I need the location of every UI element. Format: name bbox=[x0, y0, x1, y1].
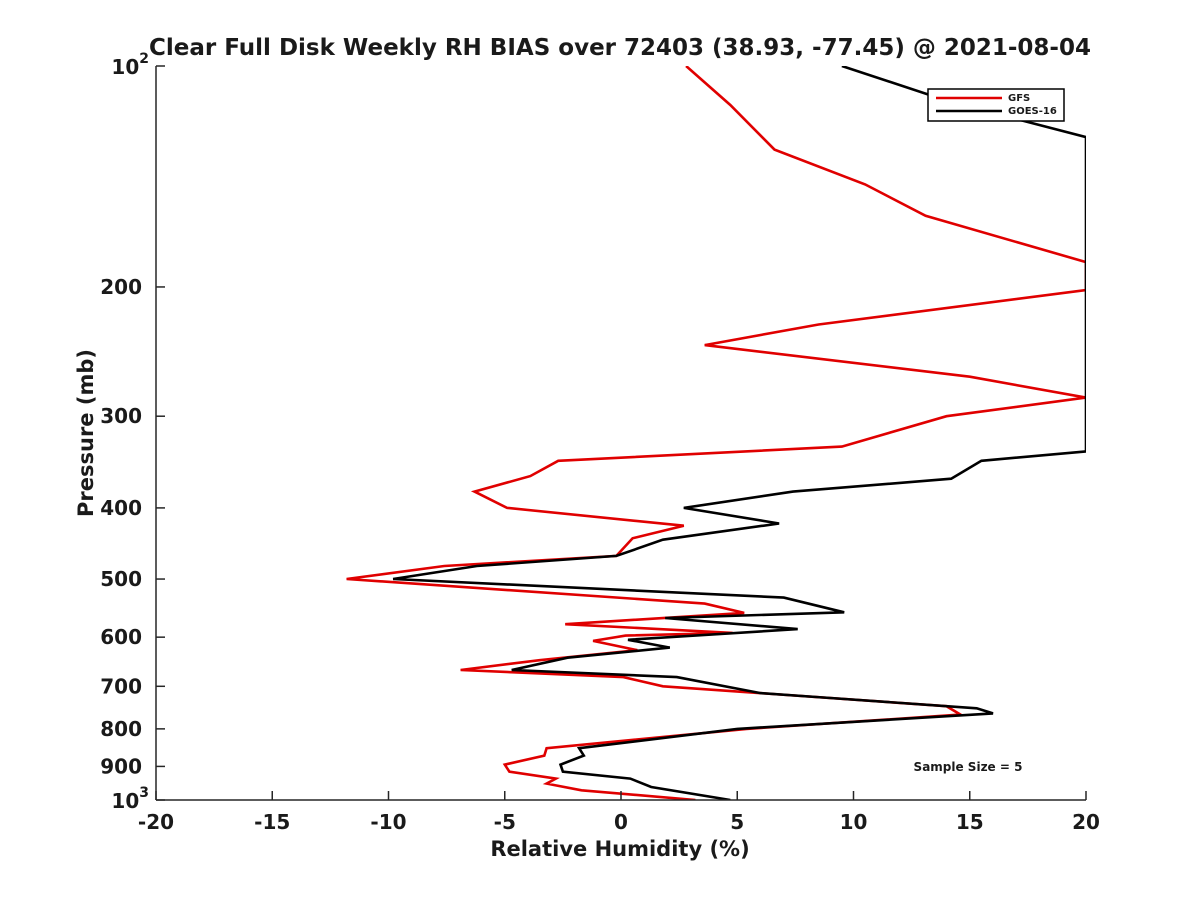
y-axis-label: Pressure (mb) bbox=[74, 349, 98, 517]
y-tick-label: 400 bbox=[100, 496, 142, 520]
series-line-gfs bbox=[346, 66, 1086, 800]
x-tick-label: 5 bbox=[730, 810, 744, 834]
y-tick-label: 900 bbox=[100, 754, 142, 778]
x-tick-label: 15 bbox=[956, 810, 984, 834]
series-line-goes-16 bbox=[392, 66, 1086, 800]
legend-label-goes16: GOES-16 bbox=[1008, 106, 1057, 117]
legend-box bbox=[927, 88, 1065, 122]
x-tick-label: 0 bbox=[614, 810, 628, 834]
chart-title: Clear Full Disk Weekly RH BIAS over 7240… bbox=[149, 35, 1091, 61]
legend-label-gfs: GFS bbox=[1008, 93, 1030, 104]
y-tick-label: 300 bbox=[100, 404, 142, 428]
series-layer bbox=[346, 66, 1086, 800]
x-tick-label: -15 bbox=[254, 810, 290, 834]
x-tick-label: -20 bbox=[138, 810, 174, 834]
y-tick-label: 700 bbox=[100, 674, 142, 698]
axes-layer: -20 -15 -10 -5 0 5 10 15 20 102 200 300 400 500 600 700… bbox=[100, 51, 1100, 834]
sample-size-annotation: Sample Size = 5 bbox=[914, 760, 1023, 774]
x-axis-label: Relative Humidity (%) bbox=[490, 837, 749, 861]
x-tick-label: -10 bbox=[370, 810, 406, 834]
x-tick-label: 10 bbox=[840, 810, 868, 834]
y-tick-label: 103 bbox=[111, 785, 149, 813]
y-tick-label: 500 bbox=[100, 567, 142, 591]
x-tick-label: -5 bbox=[494, 810, 516, 834]
legend: GFS GOES-16 bbox=[927, 88, 1065, 122]
y-tick-label: 800 bbox=[100, 717, 142, 741]
y-tick-label: 102 bbox=[111, 51, 149, 79]
x-tick-label: 20 bbox=[1072, 810, 1100, 834]
y-tick-label: 200 bbox=[100, 275, 142, 299]
y-tick-label: 600 bbox=[100, 625, 142, 649]
